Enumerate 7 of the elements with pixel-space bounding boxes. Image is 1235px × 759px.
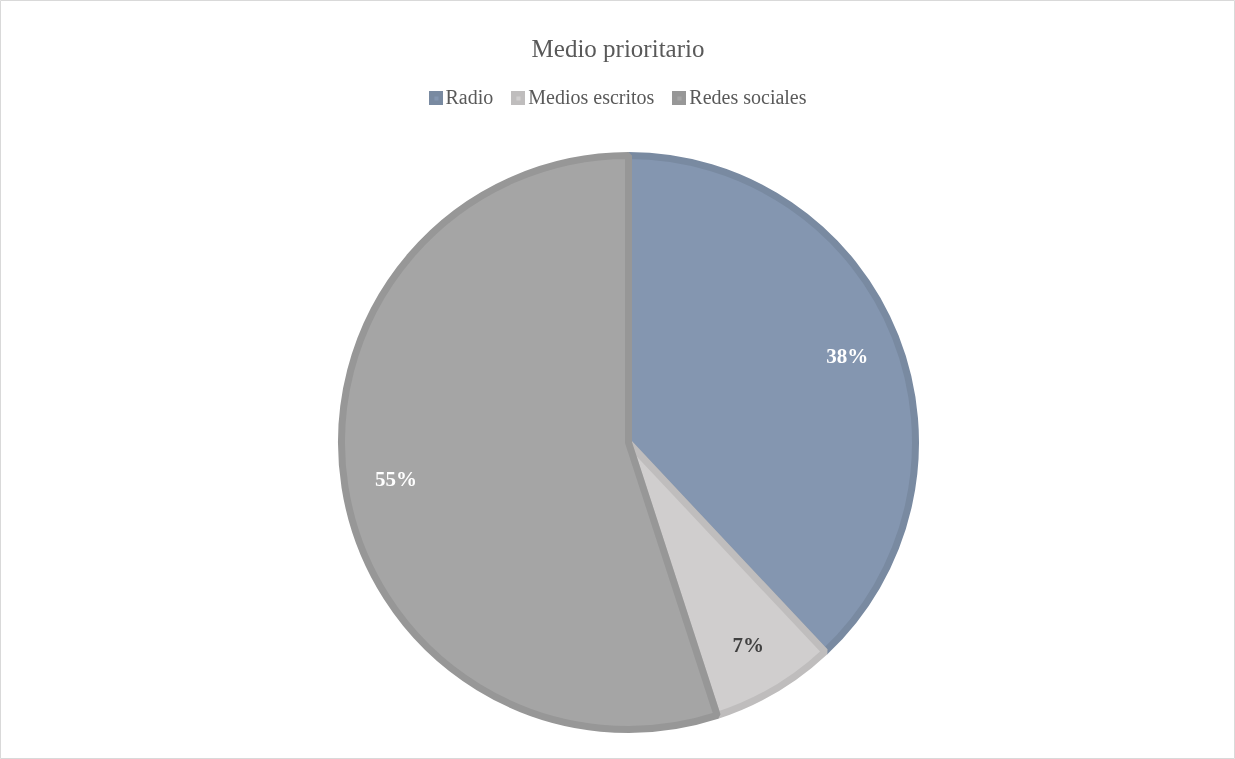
data-label: 7% bbox=[732, 633, 765, 658]
data-label: 38% bbox=[826, 343, 869, 368]
legend-label: Medios escritos bbox=[528, 86, 655, 109]
chart-title: Medio prioritario bbox=[531, 35, 705, 62]
legend-label: Redes sociales bbox=[689, 86, 807, 109]
legend-label: Radio bbox=[445, 86, 494, 109]
data-label: 55% bbox=[375, 467, 418, 492]
